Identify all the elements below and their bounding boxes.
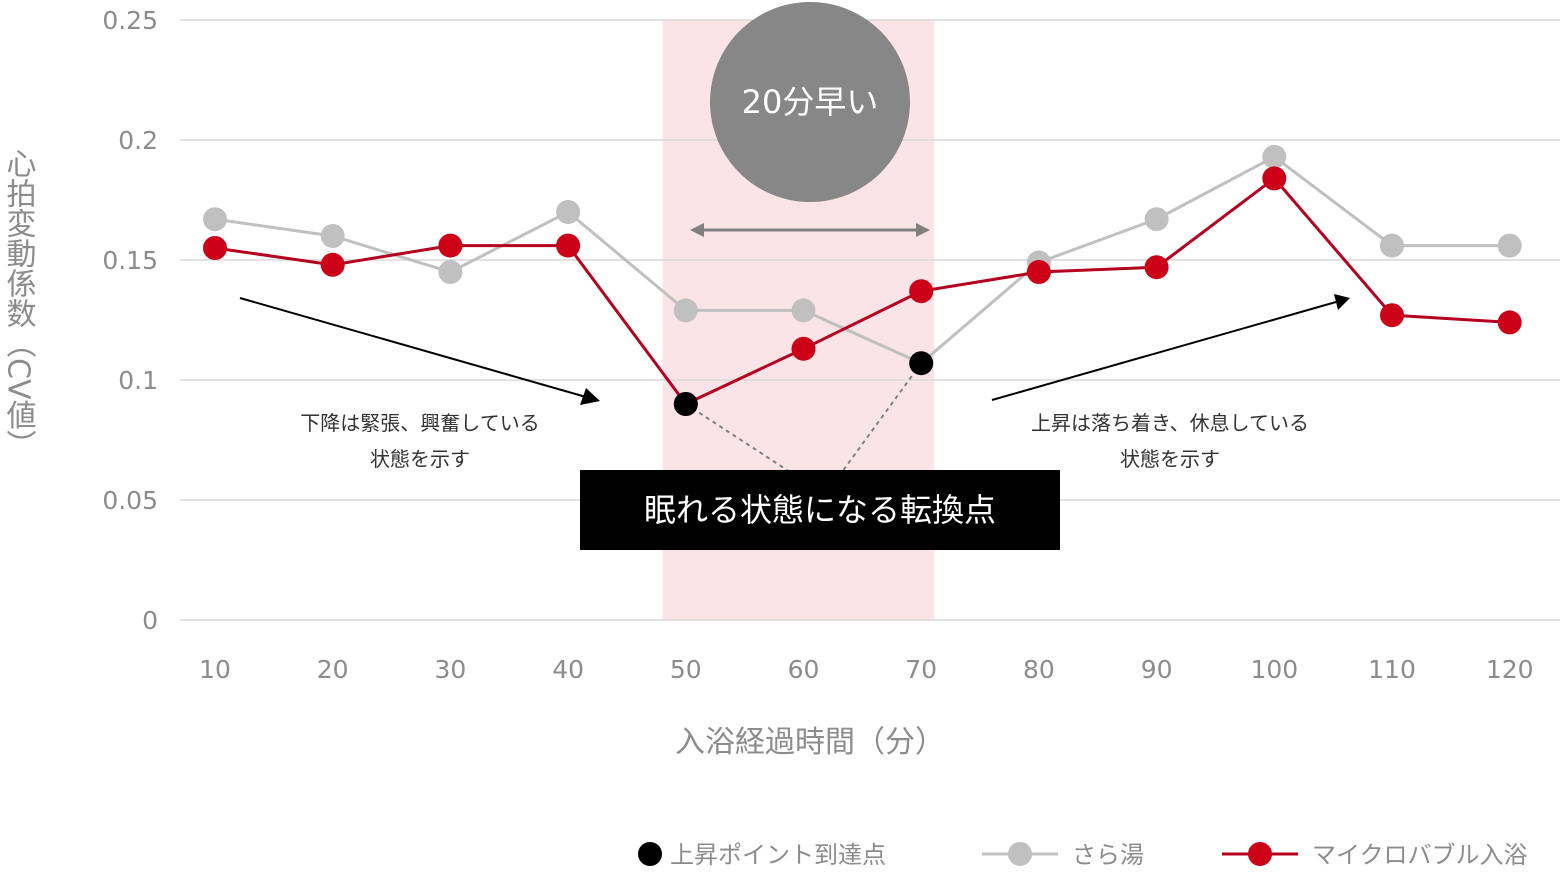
series-0-point [673,298,698,323]
rise-point [909,351,934,376]
dotted-connector-right [841,362,923,473]
legend-rise-point-label: 上昇ポイント到達点 [670,841,886,868]
x-tick-label: 50 [670,655,702,684]
series-line-0 [214,155,1510,365]
series-0-point [320,224,345,248]
y-tick-label: 0.25 [102,6,158,35]
series-0-point [1144,207,1169,232]
y-tick-label: 0.05 [102,486,158,515]
x-tick-label: 100 [1250,655,1298,684]
series-1-point [320,252,345,277]
right-note-arrow-head [1334,294,1350,310]
early-badge-circle [710,2,910,202]
range-arrow-right-head [916,223,930,237]
series-0-point [1497,233,1522,258]
series-1-point [1497,310,1522,335]
x-tick-label: 70 [905,655,937,684]
x-tick-label: 20 [317,655,349,684]
y-tick-label: 0 [142,606,158,635]
y-tick-label: 0.15 [102,246,158,275]
legend: 上昇ポイント到達点 さら湯 マイクロバブル入浴 [638,841,1528,869]
left-note-line1: 下降は緊張、興奮している [300,411,539,435]
turning-point-label: 眠れる状態になる転換点 [644,491,996,529]
left-note-line2: 状態を示す [370,447,470,471]
series-0-point [556,200,581,224]
y-tick-label: 0.2 [118,126,158,155]
series-0-point [791,298,816,323]
series-1-point [909,279,934,304]
series-line-1 [214,176,1510,406]
legend-plain-bath-label: さら湯 [1072,841,1144,868]
legend-microbubble-label: マイクロバブル入浴 [1312,841,1528,868]
legend-plain-bath-marker [1008,842,1032,866]
range-arrow-left-head [690,223,704,237]
x-tick-label: 80 [1023,655,1055,684]
series-0-point [1262,144,1287,169]
series-1-point [1380,303,1404,328]
series-0-point [1380,233,1404,258]
legend-rise-point-marker [638,842,662,866]
rise-point [673,392,698,416]
y-axis-label: 心拍変動係数（CV値） [1,148,37,459]
series-0-point [438,260,463,284]
series-1-point [1144,255,1169,280]
early-badge-label: 20分早い [742,83,879,121]
turning-point-box [580,470,1060,550]
series-1-point [203,236,227,260]
series-0-point [203,207,227,232]
series-1-point [791,336,816,361]
left-note-arrow-head [580,388,600,405]
left-note-arrow [239,297,587,398]
y-tick-label: 0.1 [118,366,158,395]
legend-microbubble-marker [1248,842,1272,866]
right-note-line1: 上昇は落ち着き、休息している [1031,411,1309,435]
series-1-point [1262,166,1287,191]
x-tick-label: 90 [1141,655,1173,684]
x-tick-label: 60 [788,655,820,684]
series-1-point [556,233,581,258]
right-note-line2: 状態を示す [1120,447,1220,471]
x-tick-label: 110 [1368,655,1416,684]
x-tick-label: 10 [199,655,231,684]
x-tick-label: 40 [552,655,584,684]
x-tick-label: 30 [434,655,466,684]
x-tick-label: 120 [1486,655,1534,684]
series-1-point [1026,260,1051,284]
x-axis-label: 入浴経過時間（分） [675,725,945,760]
series-1-point [438,233,463,258]
right-note-arrow [991,301,1337,401]
